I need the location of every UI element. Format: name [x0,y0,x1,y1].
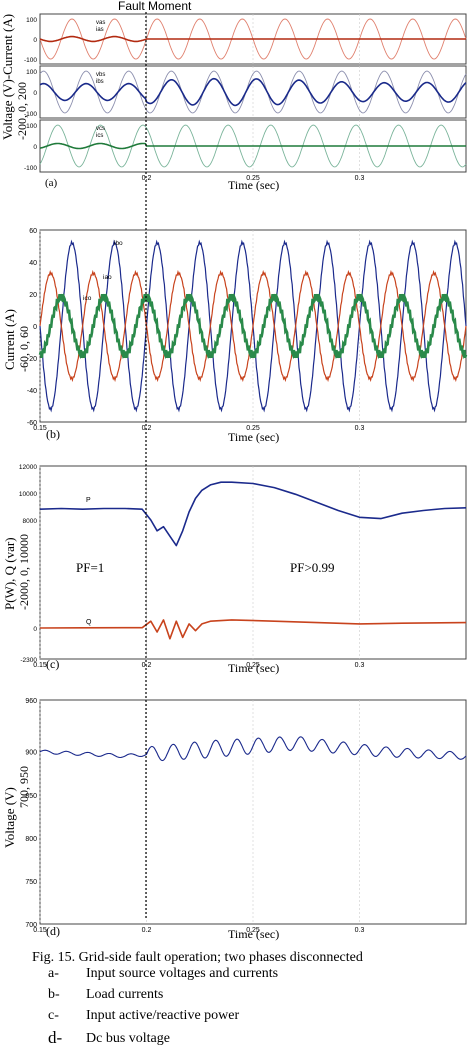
chart-a-subplot-2-legend-2: ibs [96,79,104,85]
chart-a-xtick-0.3: 0.3 [355,175,365,182]
chart-b: Current (A) -60, 0, 60 (b) Time (sec) [2,309,279,444]
chart-d-ytick-750: 750 [25,879,37,886]
plots-layer: 1000-100vasias1000-100vbsibs1000-100vcsi… [19,13,468,934]
chart-b-xlabel: Time (sec) [228,430,279,444]
chart-c: P(W), Q (var) -2000, 0, 10000 (c) Time (… [2,534,335,675]
chart-a-subplot-1-ytick--100: -100 [24,57,37,64]
chart-d-ytick-850: 850 [25,793,37,800]
chart-c-annotation-pf099: PF>0.99 [290,560,335,575]
chart-b-legend-ico: ico [83,295,92,302]
chart-a: Voltage (V)-Current (A) -200, 0, 200 (a)… [0,14,279,192]
chart-c-ytick-0: 0 [33,626,37,633]
chart-a-subplot-1-legend-1: vas [96,20,105,26]
chart-c-ylabel-ticks: -2000, 0, 10000 [17,534,31,610]
chart-d-ylabel-ticks: 700, 950 [17,766,31,808]
chart-c-legend-Q: Q [86,619,92,626]
chart-c-annotation-pf1: PF=1 [76,560,104,575]
chart-a-subplot-2-ytick-100: 100 [26,69,37,76]
chart-c-ytick-10000: 10000 [19,491,37,498]
chart-c-xlabel: Time (sec) [228,661,279,675]
chart-b-series-iao [39,269,467,383]
chart-b-xtick-0.25: 0.25 [246,425,260,432]
chart-a-subplot-3-legend-2: ics [96,133,103,139]
chart-a-subplot-3-ytick-0: 0 [33,144,37,151]
chart-d-ytick-960: 960 [25,698,37,705]
chart-a-subplot-1-ytick-100: 100 [26,17,37,24]
chart-a-subplot-3-legend-1: vcs [96,126,105,132]
chart-c-ylabel: P(W), Q (var) [2,537,17,610]
chart-c-ytick--2300: -2300 [20,657,37,664]
chart-c-ytick-12000: 12000 [19,464,37,471]
chart-a-subplot-3-ytick-100: 100 [26,123,37,130]
chart-d-xtick-0.3: 0.3 [355,927,365,934]
caption-item-d-text: Dc bus voltage [86,1031,170,1046]
chart-b-legend-ibo: ibo [114,240,123,247]
chart-d-ytick-700: 700 [25,922,37,929]
chart-b-legend-iao: iao [103,274,112,281]
chart-d-xtick-0.15: 0.15 [33,927,47,934]
chart-c-series-Q [39,619,467,640]
figure-caption-title: Fig. 15. Grid-side fault operation; two … [32,950,363,965]
chart-a-subplot-3-series-ics [39,142,466,150]
chart-d-ytick-800: 800 [25,836,37,843]
caption-item-b-text: Load currents [86,987,164,1002]
chart-a-subplot-3-ytick--100: -100 [24,165,37,172]
chart-a-subplot-2-series-ibs [39,77,467,107]
caption-item-c-marker: c- [48,1008,59,1023]
chart-b-xtick-0.3: 0.3 [355,425,365,432]
caption-item-b-marker: b- [48,987,60,1002]
fault-moment-label: Fault Moment [118,0,192,13]
chart-d-xtick-0.25: 0.25 [246,927,260,934]
chart-b-xtick-0.15: 0.15 [33,425,47,432]
chart-c-series-P [39,481,467,547]
chart-d-ytick-900: 900 [25,750,37,757]
chart-c-xtick-0.3: 0.3 [355,662,365,669]
chart-a-subplot-2-legend-1: vbs [96,72,105,78]
chart-d: Voltage (V) 700, 950 (d) Time (sec) [2,766,279,941]
chart-b-series-ico [38,292,468,360]
chart-b-ytick--20: -20 [27,356,37,363]
chart-a-subplot-2-ytick--100: -100 [24,111,37,118]
chart-b-ytick-60: 60 [29,228,37,235]
chart-b-ytick-0: 0 [33,324,37,331]
chart-a-ylabel-ticks: -200, 0, 200 [15,82,29,140]
chart-a-ylabel: Voltage (V)-Current (A) [0,14,15,140]
chart-a-subplot-2-ytick-0: 0 [33,90,37,97]
chart-a-subplot-1-legend-2: ias [96,27,104,33]
chart-c-legend-P: P [86,497,91,504]
chart-a-panel-label: (a) [45,177,58,189]
chart-d-ylabel: Voltage (V) [2,787,17,848]
caption-item-a-text: Input source voltages and currents [86,966,279,981]
caption-item-a-marker: a- [48,966,59,981]
chart-a-xtick-0.25: 0.25 [246,175,260,182]
chart-a-xtick-0.2: 0.2 [142,175,152,182]
chart-d-panel-label: (d) [46,924,60,938]
chart-b-ytick--60: -60 [27,420,37,427]
chart-a-xlabel: Time (sec) [228,178,279,192]
chart-c-ytick-8000: 8000 [23,518,38,525]
chart-a-subplot-1-ytick-0: 0 [33,37,37,44]
chart-b-ytick--40: -40 [27,388,37,395]
chart-c-panel-label: (c) [46,657,59,671]
caption-item-c-text: Input active/reactive power [86,1008,240,1023]
chart-b-ylabel: Current (A) [2,309,17,370]
chart-d-xlabel: Time (sec) [228,927,279,941]
chart-b-ylabel-ticks: -60, 0, 60 [17,326,31,372]
chart-b-panel-label: (b) [46,427,60,441]
chart-d-series-Vdc [39,736,467,762]
caption-item-d-marker: d- [48,1028,63,1047]
chart-a-subplot-1-series-ias [39,35,466,43]
chart-c-xtick-0.15: 0.15 [33,662,47,669]
chart-b-ytick-40: 40 [29,260,37,267]
chart-b-ytick-20: 20 [29,292,37,299]
chart-c-xtick-0.25: 0.25 [246,662,260,669]
chart-d-xtick-0.2: 0.2 [142,927,152,934]
